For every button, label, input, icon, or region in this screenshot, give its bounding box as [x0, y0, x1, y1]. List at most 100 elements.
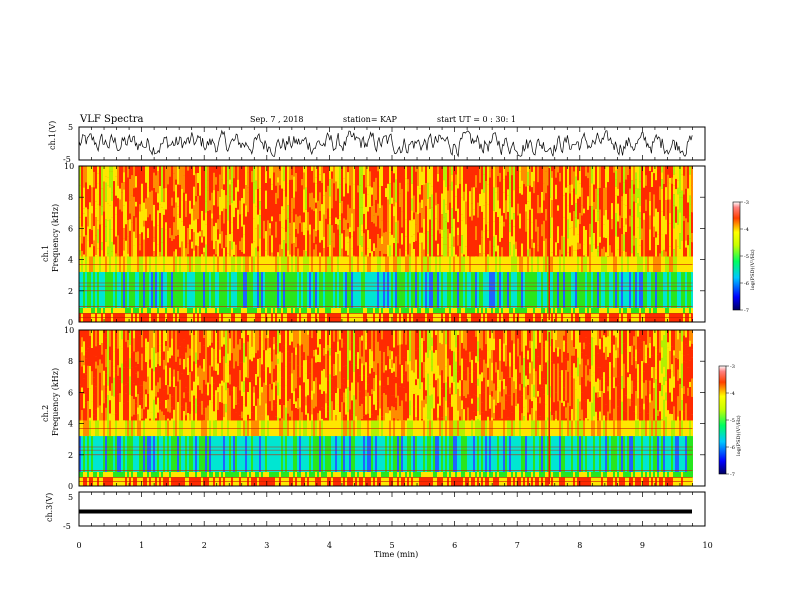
spectrogram-cell: [135, 201, 137, 207]
spectrogram-cell: [257, 313, 259, 322]
spectrogram-cell: [467, 307, 469, 314]
spectrogram-cell: [201, 313, 203, 322]
spectrogram-cell: [297, 188, 299, 198]
spectrogram-cell: [403, 201, 405, 209]
spectrogram-cell: [97, 166, 99, 174]
spectrogram-cell: [203, 272, 205, 308]
spectrogram-cell: [533, 242, 535, 249]
spectrogram-cell: [655, 208, 657, 232]
spectrogram-cell: [313, 182, 315, 199]
spectrogram-cell: [229, 477, 231, 486]
spectrogram-cell: [115, 373, 117, 394]
spectrogram-cell: [195, 219, 197, 241]
spectrogram-cell: [659, 272, 661, 308]
spectrogram-cell: [223, 344, 225, 357]
spectrogram-cell: [221, 179, 223, 190]
spectrogram-cell: [193, 186, 195, 206]
spectrogram-cell: [507, 227, 509, 241]
spectrogram-cell: [673, 166, 675, 175]
spectrogram-cell: [285, 196, 287, 220]
spectrogram-cell: [247, 307, 249, 314]
spectrogram-cell: [373, 313, 375, 322]
spectrogram-cell: [279, 166, 281, 171]
spectrogram-cell: [365, 243, 367, 255]
spectrogram-cell: [233, 272, 235, 308]
spectrogram-cell: [533, 272, 535, 308]
spectrogram-cell: [617, 188, 619, 196]
spectrogram-cell: [311, 376, 313, 391]
spectrogram-cell: [219, 196, 221, 215]
spectrogram-cell: [575, 176, 577, 195]
spectrogram-cell: [119, 367, 121, 380]
spectrogram-cell: [99, 405, 101, 421]
spectrogram-cell: [247, 378, 249, 392]
spectrogram-cell: [415, 240, 417, 252]
spectrogram-cell: [165, 209, 167, 223]
spectrogram-cell: [199, 330, 201, 343]
spectrogram-cell: [121, 436, 123, 472]
spectrogram-cell: [105, 182, 107, 202]
spectrogram-cell: [79, 307, 81, 314]
spectrogram-cell: [287, 166, 289, 184]
spectrogram-cell: [401, 211, 403, 228]
spectrogram-cell: [399, 193, 401, 208]
spectrogram-cell: [303, 235, 305, 250]
spectrogram-cell: [233, 241, 235, 255]
spectrogram-cell: [235, 235, 237, 245]
spectrogram-cell: [431, 272, 433, 308]
spectrogram-cell: [295, 221, 297, 230]
spectrogram-cell: [277, 330, 279, 346]
spectrogram-cell: [433, 232, 435, 253]
spectrogram-cell: [535, 166, 537, 181]
spectrogram-cell: [91, 384, 93, 402]
spectrogram-cell: [163, 188, 165, 203]
spectrogram-cell: [251, 307, 253, 314]
spectrogram-cell: [121, 211, 123, 235]
spectrogram-cell: [683, 313, 685, 322]
spectrogram-cell: [409, 243, 411, 257]
spectrogram-cell: [333, 307, 335, 314]
spectrogram-cell: [639, 212, 641, 219]
spectrogram-cell: [209, 252, 211, 257]
spectrogram-cell: [633, 201, 635, 213]
colorbar-tick-label: -6: [744, 281, 749, 287]
spectrogram-cell: [335, 231, 337, 246]
spectrogram-cell: [207, 217, 209, 232]
spectrogram-cell: [221, 248, 223, 257]
spectrogram-cell: [245, 307, 247, 314]
spectrogram-cell: [351, 171, 353, 184]
spectrogram-cell: [259, 209, 261, 216]
spectrogram-cell: [403, 245, 405, 257]
spectrogram-cell: [167, 272, 169, 308]
spectrogram-cell: [85, 194, 87, 208]
spectrogram-cell: [235, 207, 237, 215]
spectrogram-cell: [291, 393, 293, 411]
spectrogram-cell: [507, 211, 509, 228]
spectrogram-cell: [531, 201, 533, 209]
spectrogram-cell: [293, 272, 295, 308]
spectrogram-cell: [325, 218, 327, 226]
spectrogram-cell: [623, 226, 625, 235]
spectrogram-cell: [235, 330, 237, 347]
spectrogram-cell: [289, 272, 291, 308]
spectrogram-cell: [201, 352, 203, 369]
spectrogram-cell: [127, 177, 129, 192]
spectrogram-cell: [321, 272, 323, 308]
spectrogram-cell: [175, 330, 177, 346]
spectrogram-cell: [497, 200, 499, 218]
spectrogram-cell: [265, 367, 267, 386]
spectrogram-cell: [259, 358, 261, 378]
spectrogram-cell: [221, 346, 223, 359]
spectrogram-cell: [111, 330, 113, 340]
spectrogram-cell: [277, 363, 279, 383]
spectrogram-cell: [81, 307, 83, 314]
spectrogram-cell: [327, 247, 329, 257]
spectrogram-cell: [541, 166, 543, 173]
spectrogram-cell: [107, 385, 109, 396]
spectrogram-cell: [207, 231, 209, 244]
spectrogram-cell: [123, 307, 125, 314]
spectrogram-cell: [467, 191, 469, 210]
spectrogram-cell: [555, 307, 557, 314]
spectrogram-cell: [435, 272, 437, 308]
